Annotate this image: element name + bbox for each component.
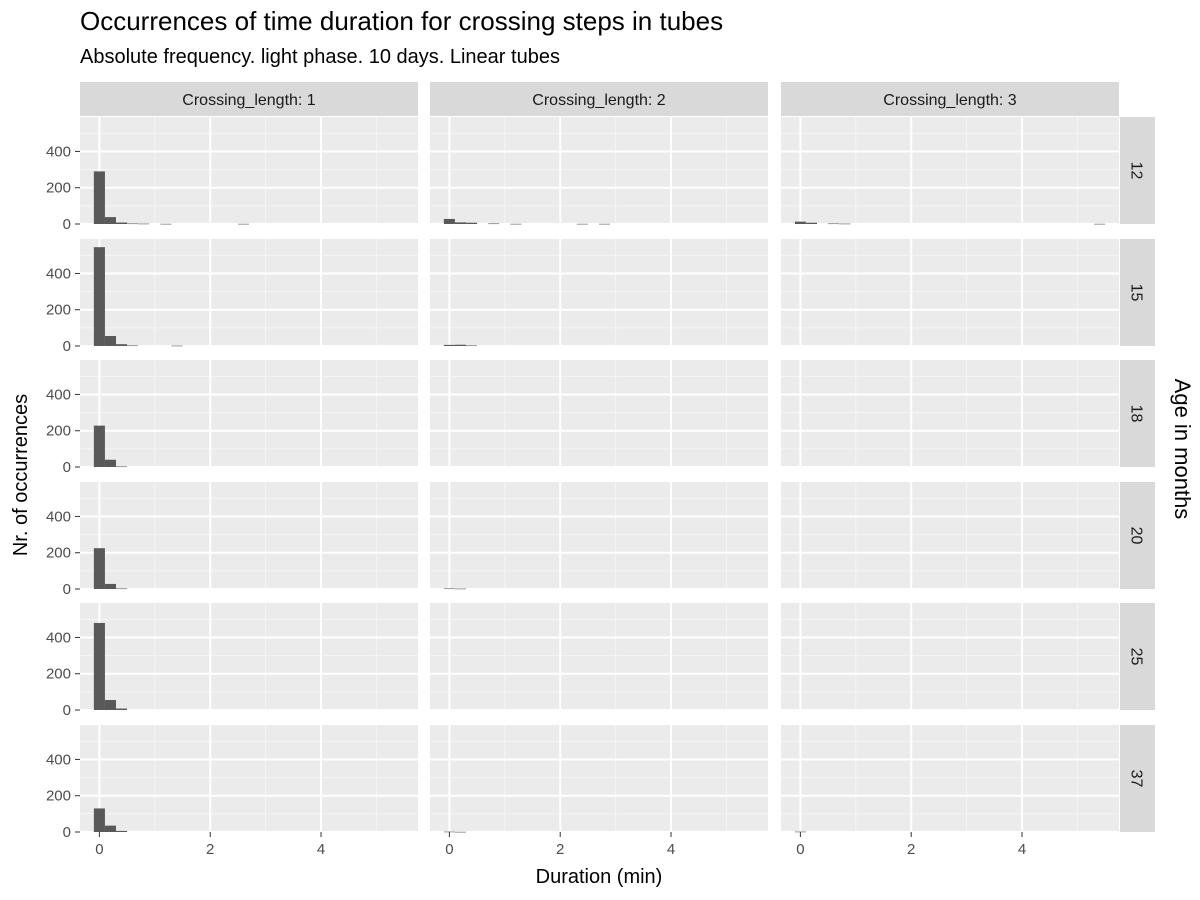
- histogram-bar-12-1: [104, 217, 117, 224]
- histogram-bar-12-1: [127, 223, 139, 225]
- y-tick-label: 400: [46, 386, 71, 403]
- row-strip-label-20: 20: [1128, 527, 1145, 545]
- histogram-bar-12-3: [805, 222, 818, 224]
- histogram-bar-20-2: [454, 588, 467, 590]
- row-strip-12: [1120, 117, 1155, 224]
- y-tick-label: 400: [46, 629, 71, 646]
- histogram-bar-12-2: [443, 218, 455, 224]
- y-tick-label: 0: [63, 216, 71, 233]
- row-strip-15: [1120, 239, 1155, 346]
- x-tick-label: 0: [796, 841, 804, 858]
- x-tick-label: 4: [317, 841, 325, 858]
- histogram-bar-20-1: [116, 588, 128, 590]
- row-strip-label-25: 25: [1128, 648, 1145, 666]
- y-tick-label: 0: [63, 702, 71, 719]
- histogram-bar-25-1: [104, 700, 117, 710]
- row-strip-label-15: 15: [1128, 284, 1145, 302]
- y-axis-title: Nr. of occurrences: [10, 394, 32, 556]
- histogram-bar-15-2: [454, 344, 467, 346]
- y-tick-label: 0: [63, 459, 71, 476]
- y-tick-label: 200: [46, 423, 71, 440]
- x-tick-label: 2: [556, 841, 564, 858]
- y-tick-label: 200: [46, 666, 71, 683]
- histogram-bar-12-3: [794, 221, 806, 224]
- histogram-bar-25-1: [93, 622, 105, 710]
- chart-subtitle: Absolute frequency. light phase. 10 days…: [80, 46, 560, 68]
- histogram-bar-12-1: [160, 223, 172, 225]
- histogram-bar-15-1: [104, 336, 117, 346]
- y-tick-label: 200: [46, 545, 71, 562]
- histogram-bar-37-2: [443, 831, 455, 833]
- column-strip-label-3: Crossing_length: 3: [883, 92, 1017, 109]
- column-strip-1: [80, 82, 418, 116]
- column-strip-label-1: Crossing_length: 1: [182, 92, 316, 109]
- histogram-bar-12-3: [1094, 223, 1106, 225]
- histogram-bar-12-1: [138, 223, 150, 225]
- y-tick-label: 400: [46, 143, 71, 160]
- histogram-bar-37-1: [116, 830, 128, 832]
- row-strip-18: [1120, 360, 1155, 467]
- row-strip-label-18: 18: [1128, 405, 1145, 423]
- y-tick-label: 200: [46, 302, 71, 319]
- column-strip-2: [430, 82, 768, 116]
- y-tick-label: 200: [46, 180, 71, 197]
- row-strip-label-37: 37: [1128, 770, 1145, 788]
- histogram-bar-12-1: [93, 171, 105, 224]
- histogram-bar-18-1: [93, 425, 105, 467]
- row-facet-title: Age in months: [1170, 379, 1195, 520]
- histogram-bar-15-2: [466, 345, 478, 347]
- row-strip-25: [1120, 603, 1155, 710]
- y-tick-label: 0: [63, 338, 71, 355]
- histogram-bar-18-1: [104, 459, 117, 467]
- y-tick-label: 200: [46, 788, 71, 805]
- histogram-bar-12-2: [576, 223, 588, 225]
- histogram-bar-37-3: [794, 831, 806, 833]
- histogram-bar-20-1: [104, 583, 117, 589]
- histogram-bar-18-1: [116, 466, 128, 468]
- x-tick-label: 4: [667, 841, 675, 858]
- y-tick-label: 0: [63, 824, 71, 841]
- histogram-bar-15-1: [93, 247, 105, 346]
- histogram-bar-15-1: [127, 345, 139, 347]
- row-strip-37: [1120, 725, 1155, 832]
- y-tick-label: 400: [46, 751, 71, 768]
- histogram-bar-12-2: [488, 223, 500, 225]
- histogram-bar-12-1: [237, 223, 249, 225]
- histogram-bar-37-2: [454, 831, 467, 833]
- x-tick-label: 2: [206, 841, 214, 858]
- histogram-bar-12-3: [828, 223, 840, 225]
- column-strip-label-2: Crossing_length: 2: [532, 92, 666, 109]
- x-axis-title: Duration (min): [536, 866, 663, 888]
- column-strip-3: [781, 82, 1119, 116]
- histogram-bar-20-1: [93, 548, 105, 589]
- x-tick-label: 4: [1018, 841, 1026, 858]
- histogram-bar-12-2: [510, 223, 522, 225]
- histogram-bar-15-1: [116, 344, 128, 346]
- chart-title: Occurrences of time duration for crossin…: [80, 6, 724, 36]
- row-strip-label-12: 12: [1128, 162, 1145, 180]
- row-strip-20: [1120, 482, 1155, 589]
- y-tick-label: 0: [63, 581, 71, 598]
- x-tick-label: 0: [445, 841, 453, 858]
- histogram-bar-37-1: [93, 808, 105, 832]
- x-tick-label: 2: [907, 841, 915, 858]
- histogram-bar-25-1: [116, 708, 128, 710]
- histogram-bar-12-1: [116, 222, 128, 224]
- histogram-bar-12-2: [454, 222, 467, 224]
- histogram-bar-15-2: [443, 344, 455, 346]
- histogram-bar-12-2: [599, 223, 611, 225]
- histogram-bar-12-3: [839, 223, 851, 225]
- y-tick-label: 400: [46, 508, 71, 525]
- histogram-bar-12-2: [466, 222, 478, 224]
- histogram-bar-20-2: [443, 588, 455, 590]
- histogram-bar-37-1: [104, 825, 117, 832]
- histogram-bar-15-1: [171, 345, 183, 347]
- x-tick-label: 0: [95, 841, 103, 858]
- y-tick-label: 400: [46, 265, 71, 282]
